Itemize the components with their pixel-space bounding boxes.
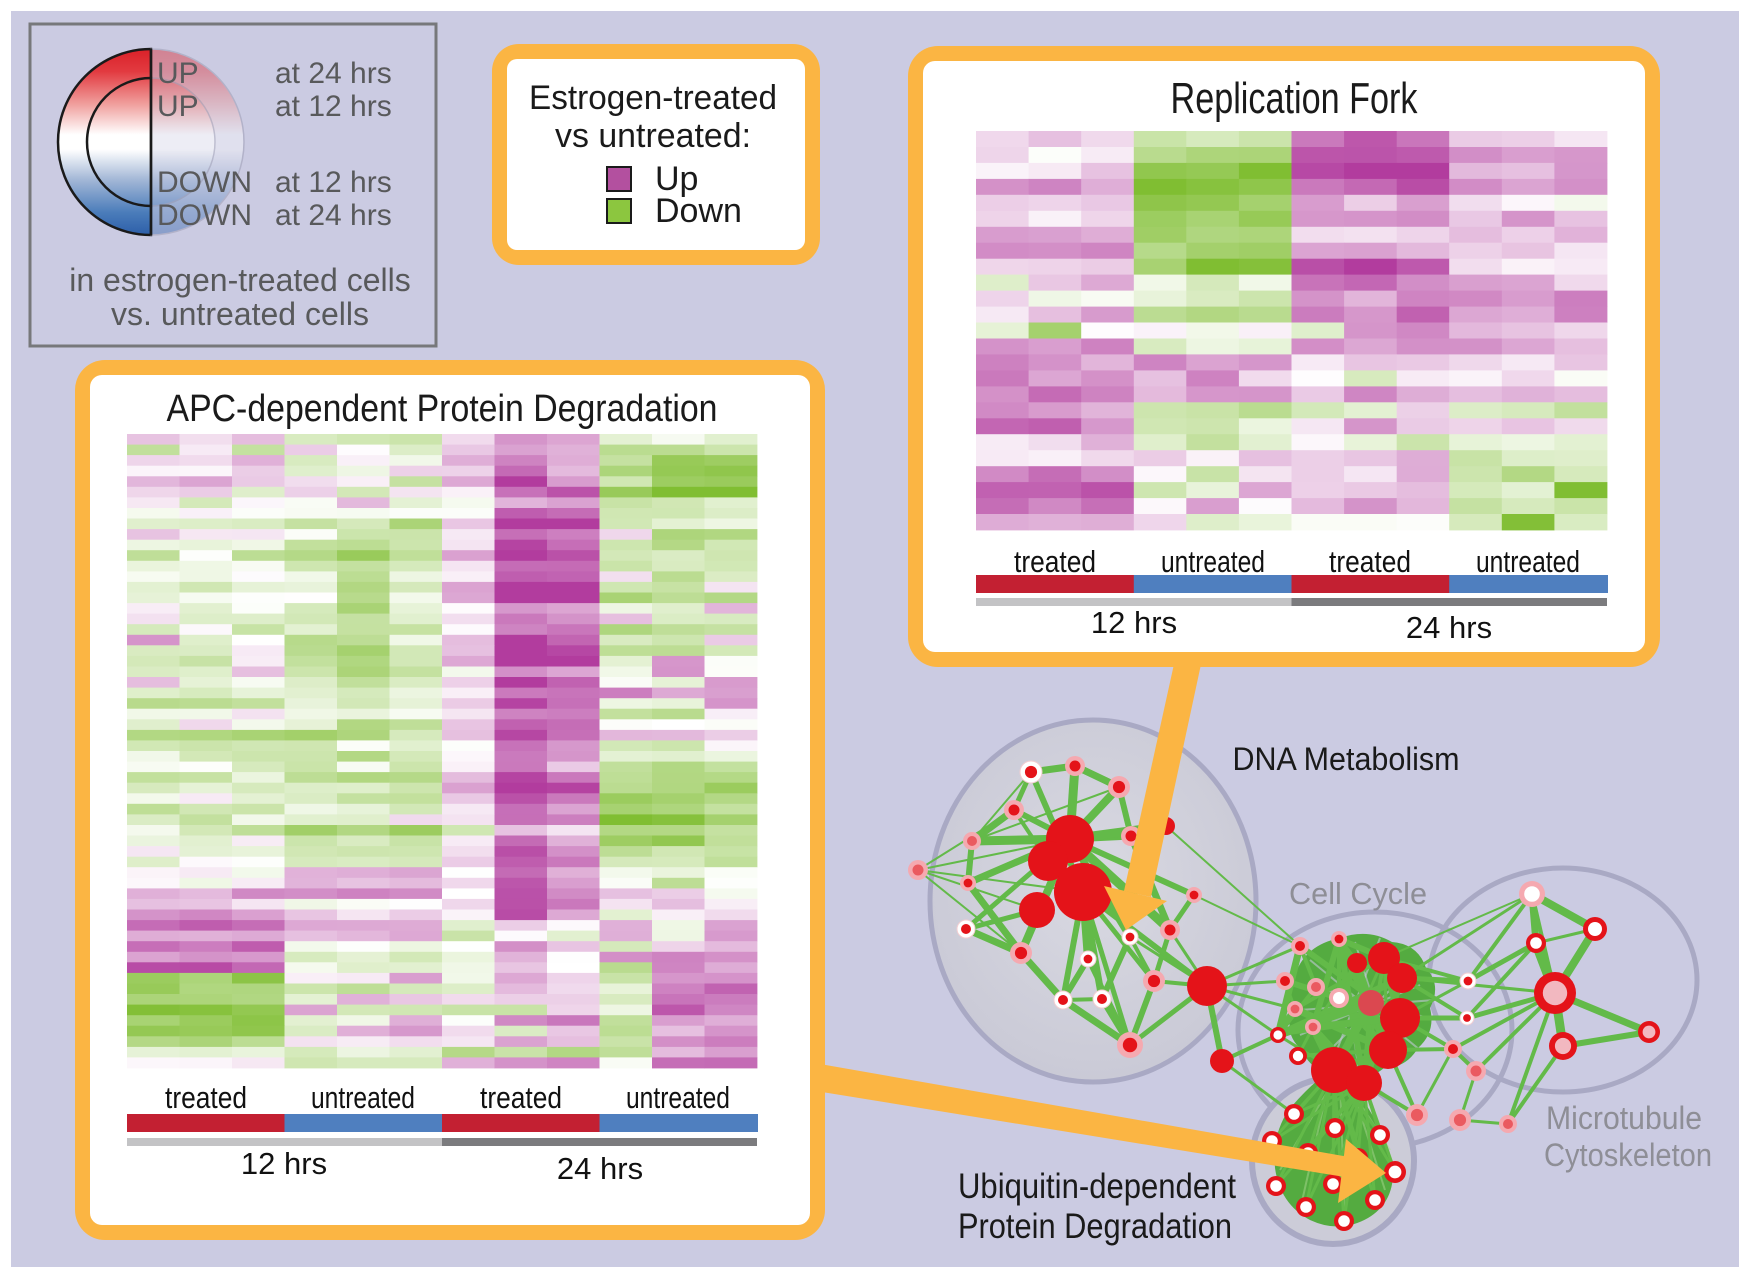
svg-text:treated: treated bbox=[1329, 544, 1411, 579]
svg-text:untreated: untreated bbox=[626, 1080, 730, 1115]
svg-text:12 hrs: 12 hrs bbox=[241, 1146, 327, 1181]
svg-text:Replication Fork: Replication Fork bbox=[1171, 74, 1419, 123]
svg-text:DNA Metabolism: DNA Metabolism bbox=[1233, 741, 1460, 777]
svg-text:Estrogen-treated: Estrogen-treated bbox=[529, 79, 777, 117]
svg-text:untreated: untreated bbox=[311, 1080, 415, 1115]
svg-text:DOWN: DOWN bbox=[157, 199, 252, 232]
svg-text:in estrogen-treated cells: in estrogen-treated cells bbox=[69, 262, 411, 298]
svg-text:at 12 hrs: at 12 hrs bbox=[275, 166, 392, 199]
svg-text:APC-dependent Protein Degradat: APC-dependent Protein Degradation bbox=[167, 388, 718, 430]
svg-text:Cytoskeleton: Cytoskeleton bbox=[1544, 1137, 1712, 1173]
svg-text:24 hrs: 24 hrs bbox=[557, 1151, 643, 1186]
svg-text:at 24 hrs: at 24 hrs bbox=[275, 199, 392, 232]
svg-text:vs. untreated cells: vs. untreated cells bbox=[111, 296, 369, 332]
svg-text:DOWN: DOWN bbox=[157, 166, 252, 199]
svg-text:vs untreated:: vs untreated: bbox=[555, 117, 751, 155]
svg-text:Cell Cycle: Cell Cycle bbox=[1289, 876, 1427, 911]
svg-text:UP: UP bbox=[157, 57, 199, 90]
svg-text:Down: Down bbox=[655, 192, 742, 230]
svg-text:treated: treated bbox=[480, 1080, 562, 1115]
svg-text:untreated: untreated bbox=[1161, 544, 1265, 579]
svg-text:Microtubule: Microtubule bbox=[1546, 1100, 1702, 1136]
svg-text:at 12 hrs: at 12 hrs bbox=[275, 90, 392, 123]
svg-text:untreated: untreated bbox=[1476, 544, 1580, 579]
svg-text:Up: Up bbox=[655, 160, 698, 198]
svg-text:Ubiquitin-dependent: Ubiquitin-dependent bbox=[958, 1167, 1236, 1206]
svg-text:at 24 hrs: at 24 hrs bbox=[275, 57, 392, 90]
svg-text:24 hrs: 24 hrs bbox=[1406, 610, 1492, 645]
svg-text:Protein Degradation: Protein Degradation bbox=[958, 1207, 1232, 1246]
svg-text:treated: treated bbox=[165, 1080, 247, 1115]
svg-text:UP: UP bbox=[157, 90, 199, 123]
svg-text:12 hrs: 12 hrs bbox=[1091, 605, 1177, 640]
svg-text:treated: treated bbox=[1014, 544, 1096, 579]
